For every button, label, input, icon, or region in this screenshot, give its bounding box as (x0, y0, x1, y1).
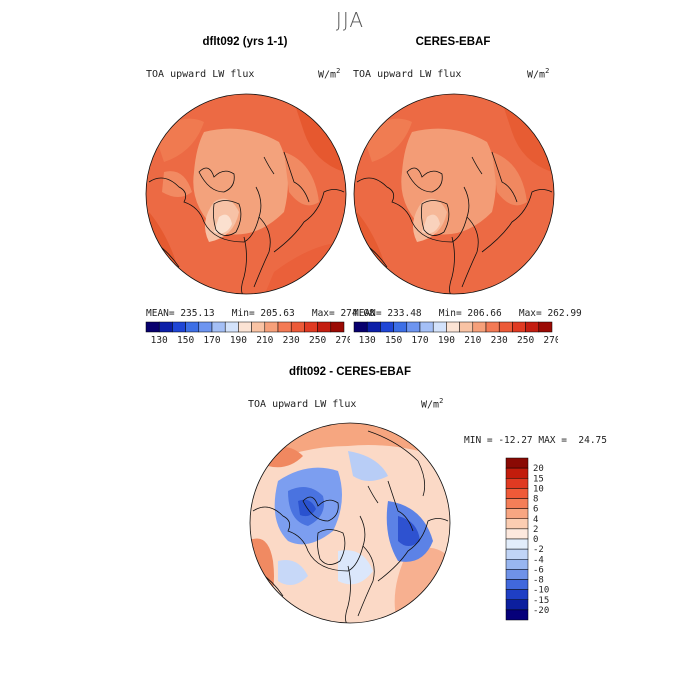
colorbar-swatch (505, 498, 529, 509)
colorbar-tick-label: 190 (438, 335, 455, 346)
panel-1-colorbar: 130 150 170 190 210 230 250 270 (145, 321, 350, 346)
colorbar-swatch (472, 321, 487, 333)
panel-2-units: W/m2 (527, 67, 550, 81)
panel-1-polar-map (145, 93, 347, 295)
colorbar-swatch (505, 579, 529, 590)
colorbar-tick-label: 8 (533, 495, 538, 505)
colorbar-swatch (419, 321, 434, 333)
colorbar-tick-label: 20 (533, 464, 544, 474)
colorbar-tick-label: 150 (177, 335, 194, 346)
colorbar-swatch (330, 321, 345, 333)
colorbar-swatch (380, 321, 394, 333)
colorbar-tick-label: 130 (359, 335, 376, 346)
colorbar-swatch (446, 321, 460, 333)
colorbar-tick-label: 170 (203, 335, 220, 346)
colorbar-tick-label: 250 (517, 335, 534, 346)
colorbar-tick-label: 270 (335, 335, 350, 346)
colorbar-swatch (505, 609, 529, 621)
panel-3-units: W/m2 (421, 397, 444, 411)
colorbar-tick-label: -8 (533, 576, 544, 586)
colorbar-tick-label: 210 (256, 335, 273, 346)
panel-2-polar-map (353, 93, 555, 295)
colorbar-tick-label: 190 (230, 335, 247, 346)
colorbar-swatch (485, 321, 500, 333)
panel-1-units: W/m2 (318, 67, 341, 81)
colorbar-swatch (432, 321, 447, 333)
colorbar-swatch (498, 321, 513, 333)
colorbar-swatch (505, 559, 529, 570)
colorbar-tick-label: 150 (385, 335, 402, 346)
colorbar-tick-label: 230 (283, 335, 300, 346)
colorbar-swatch (251, 321, 266, 333)
colorbar-swatch (172, 321, 186, 333)
colorbar-swatch (393, 321, 408, 333)
colorbar-swatch (505, 508, 529, 519)
colorbar-swatch (505, 518, 529, 530)
colorbar-swatch (185, 321, 200, 333)
colorbar-swatch (505, 599, 529, 611)
colorbar-swatch (505, 488, 529, 499)
panel-3-stats: MIN = -12.27 MAX = 24.75 (464, 435, 607, 446)
colorbar-swatch (211, 321, 226, 333)
colorbar-tick-label: -4 (533, 555, 544, 565)
panel-1-stats: MEAN= 235.13 Min= 205.63 Max= 274.08 (146, 308, 375, 319)
colorbar-swatch (505, 478, 529, 489)
colorbar-tick-label: 170 (411, 335, 428, 346)
colorbar-swatch (145, 321, 160, 333)
colorbar-tick-label: 130 (151, 335, 168, 346)
colorbar-tick-label: 2 (533, 525, 538, 535)
colorbar-swatch (264, 321, 279, 333)
colorbar-tick-label: 6 (533, 505, 538, 515)
colorbar-tick-label: -15 (533, 596, 549, 606)
colorbar-tick-label: -2 (533, 545, 544, 555)
colorbar-swatch (198, 321, 213, 333)
panel-2-title: CERES-EBAF (415, 36, 491, 48)
colorbar-tick-label: 15 (533, 474, 544, 484)
panel-1-variable-label: TOA upward LW flux (146, 69, 255, 80)
colorbar-swatch (505, 569, 529, 580)
colorbar-swatch (224, 321, 239, 333)
colorbar-swatch (505, 467, 529, 479)
panel-3-variable-label: TOA upward LW flux (248, 399, 357, 410)
colorbar-swatch (505, 548, 529, 560)
colorbar-swatch (512, 321, 526, 333)
colorbar-swatch (459, 321, 474, 333)
colorbar-swatch (353, 321, 368, 333)
colorbar-swatch (366, 321, 381, 333)
colorbar-swatch (290, 321, 305, 333)
colorbar-tick-label: 250 (309, 335, 326, 346)
colorbar-tick-label: 4 (533, 515, 538, 525)
colorbar-tick-label: 230 (491, 335, 508, 346)
colorbar-tick-label: -20 (533, 606, 549, 616)
colorbar-tick-label: -10 (533, 586, 549, 596)
season-title: JJA (335, 8, 365, 32)
colorbar-tick-label: -6 (533, 565, 544, 575)
colorbar-tick-label: 210 (464, 335, 481, 346)
panel-3-title: dflt092 - CERES-EBAF (288, 366, 412, 378)
colorbar-swatch (505, 528, 529, 540)
colorbar-tick-label: 10 (533, 484, 544, 494)
colorbar-swatch (525, 321, 540, 333)
panel-3-polar-map (249, 422, 451, 624)
colorbar-swatch (505, 457, 529, 469)
colorbar-swatch (277, 321, 292, 333)
colorbar-swatch (238, 321, 252, 333)
panel-1-title: dflt092 (yrs 1-1) (202, 36, 288, 48)
panel-2-variable-label: TOA upward LW flux (353, 69, 462, 80)
panel-2-colorbar: 130 150 170 190 210 230 250 270 (353, 321, 558, 346)
colorbar-swatch (505, 538, 529, 550)
colorbar-swatch (505, 589, 529, 600)
colorbar-tick-label: 0 (533, 535, 538, 545)
colorbar-swatch (406, 321, 421, 333)
colorbar-swatch (538, 321, 553, 333)
colorbar-swatch (317, 321, 332, 333)
panel-2-stats: MEAN= 233.48 Min= 206.66 Max= 262.99 (353, 308, 582, 319)
colorbar-swatch (158, 321, 173, 333)
colorbar-swatch (304, 321, 318, 333)
colorbar-tick-label: 270 (543, 335, 558, 346)
